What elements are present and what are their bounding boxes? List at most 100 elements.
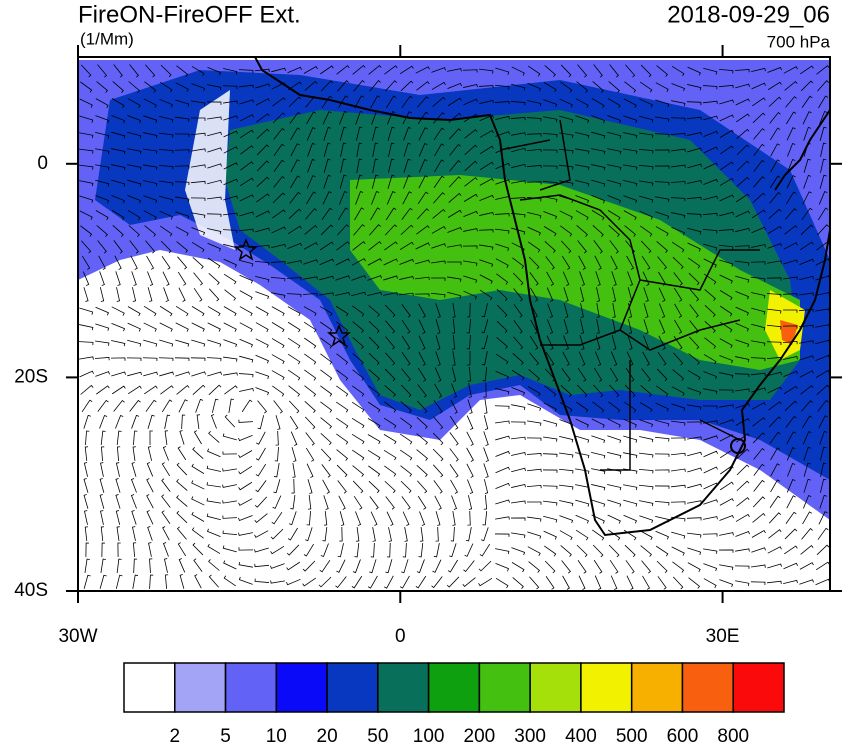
wind-barb <box>304 416 316 430</box>
wind-barb <box>146 478 154 493</box>
wind-barb <box>671 212 686 219</box>
wind-barb <box>782 340 798 345</box>
wind-barb <box>654 165 670 169</box>
wind-barb <box>191 148 206 152</box>
wind-barb <box>483 382 487 398</box>
wind-barb <box>591 418 605 428</box>
wind-barb <box>287 321 301 333</box>
wind-barb <box>211 398 219 413</box>
wind-barb <box>192 384 206 396</box>
wind-barb <box>559 436 574 443</box>
wind-barb <box>399 65 414 75</box>
wind-barb <box>466 447 474 462</box>
wind-barb <box>83 574 91 589</box>
wind-barb <box>95 371 110 377</box>
wind-barb <box>271 511 283 525</box>
wind-barb <box>255 354 269 364</box>
wind-barb <box>687 562 701 573</box>
wind-barb <box>479 211 494 216</box>
wind-barb <box>464 129 478 139</box>
wind-barb <box>702 533 718 537</box>
wind-barb <box>239 259 254 267</box>
wind-barb <box>83 494 89 509</box>
wind-barb <box>736 128 750 139</box>
wind-barb <box>816 544 830 556</box>
wind-barb <box>95 210 109 221</box>
wind-barb <box>162 271 170 286</box>
wind-barb <box>147 287 153 302</box>
wind-barb <box>818 191 828 205</box>
wind-barb <box>416 225 430 235</box>
wind-barb <box>782 325 798 329</box>
colorbar-box <box>681 662 734 713</box>
wind-barb <box>354 207 365 221</box>
wind-barb <box>751 82 766 90</box>
wind-barb <box>255 275 270 283</box>
wind-barb <box>815 369 830 378</box>
wind-barb <box>159 180 174 186</box>
wind-barb <box>687 370 701 381</box>
wind-barb <box>641 255 651 270</box>
wind-barb <box>372 527 376 542</box>
wind-barb <box>79 370 94 378</box>
wind-barb <box>238 481 253 491</box>
wind-barb <box>83 478 89 493</box>
wind-barb <box>339 126 347 141</box>
wind-barb <box>384 65 398 75</box>
wind-barb <box>113 64 123 78</box>
wind-barb <box>352 321 364 333</box>
wind-barb <box>117 542 121 558</box>
wind-barb <box>115 478 121 493</box>
wind-barb <box>177 256 188 270</box>
wind-barb <box>176 384 190 395</box>
wind-barb <box>657 256 667 270</box>
wind-barb <box>607 131 622 139</box>
wind-barb <box>207 322 221 332</box>
wind-barb <box>703 548 718 554</box>
wind-barb <box>80 384 94 395</box>
wind-barb <box>623 401 637 413</box>
wind-barb <box>355 190 364 205</box>
wind-barb <box>670 452 686 457</box>
wind-barb <box>207 179 222 185</box>
wind-barb <box>273 127 285 140</box>
wind-barb <box>272 209 286 219</box>
wind-barb <box>478 560 492 572</box>
wind-barb <box>386 511 394 526</box>
wind-barb <box>671 164 686 168</box>
wind-barb <box>576 401 589 413</box>
wind-barb <box>786 175 796 189</box>
wind-barb <box>592 225 604 238</box>
colorbar-box <box>174 662 227 713</box>
wind-barb <box>446 261 462 265</box>
wind-barb <box>145 240 156 254</box>
wind-barb <box>703 563 718 572</box>
wind-barb <box>753 143 765 156</box>
wind-barb <box>526 133 542 137</box>
wind-barb <box>527 100 542 107</box>
wind-barb <box>511 562 525 573</box>
wind-barb <box>611 335 617 350</box>
wind-barb <box>302 560 316 572</box>
wind-barb <box>719 274 733 284</box>
wind-barb <box>819 126 827 141</box>
wind-barb <box>783 562 798 570</box>
wind-barb <box>228 398 234 413</box>
wind-barb <box>686 196 702 201</box>
wind-barb <box>735 306 749 316</box>
wind-barb <box>718 549 734 553</box>
wind-barb <box>99 414 108 429</box>
wind-barb <box>639 530 653 540</box>
wind-barb <box>719 514 734 521</box>
wind-barb <box>718 229 734 233</box>
wind-barb <box>638 164 654 170</box>
wind-barb <box>290 431 298 446</box>
wind-barb <box>686 101 702 106</box>
wind-barb <box>625 560 635 574</box>
wind-barb <box>175 82 189 92</box>
wind-barb <box>129 240 139 254</box>
wind-barb <box>158 165 174 170</box>
borders <box>499 119 760 471</box>
wind-barb <box>207 543 221 554</box>
wind-barb <box>463 83 478 88</box>
